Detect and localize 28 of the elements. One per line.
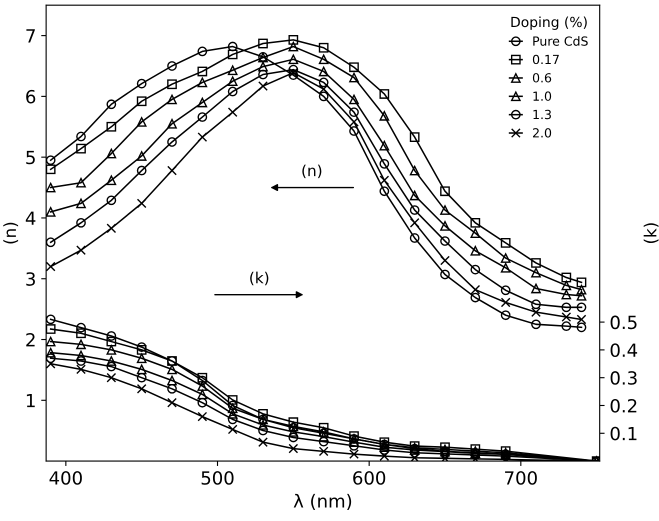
- x-tick-label: 700: [505, 471, 537, 485]
- x-tick-label: 500: [202, 471, 234, 485]
- legend-label: 0.17: [532, 54, 559, 64]
- y2-tick-label: 0.4: [610, 343, 638, 358]
- annotation: (n): [302, 164, 322, 178]
- y-tick-label: 4: [26, 212, 36, 225]
- legend-label: 1.3: [533, 110, 551, 120]
- legend-label: 0.6: [532, 73, 552, 83]
- y-axis-title: (n): [3, 222, 18, 244]
- y-tick-label: 5: [26, 150, 35, 164]
- legend-label: 2.0: [532, 128, 552, 138]
- x-axis-title: λ (nm): [294, 494, 352, 510]
- y-tick-label: 6: [26, 90, 36, 104]
- y-tick-label: 1: [26, 394, 35, 408]
- y2-tick-label: 0.1: [610, 426, 636, 440]
- legend-label: Pure CdS: [533, 36, 588, 46]
- x-tick-label: 400: [49, 471, 82, 485]
- x-tick-label: 600: [353, 471, 386, 485]
- y2-tick-label: 0.5: [610, 316, 637, 330]
- annotation: (k): [250, 272, 268, 286]
- y2-axis-title: (k): [644, 223, 659, 244]
- legend-title: Doping (%): [511, 16, 587, 30]
- y2-tick-label: 0.3: [610, 371, 637, 385]
- y-tick-label: 2: [26, 332, 35, 346]
- y2-tick-label: 0.2: [610, 398, 636, 413]
- y-tick-label: 7: [26, 29, 35, 42]
- legend-label: 1.0: [533, 91, 552, 101]
- y-tick-label: 3: [26, 272, 35, 286]
